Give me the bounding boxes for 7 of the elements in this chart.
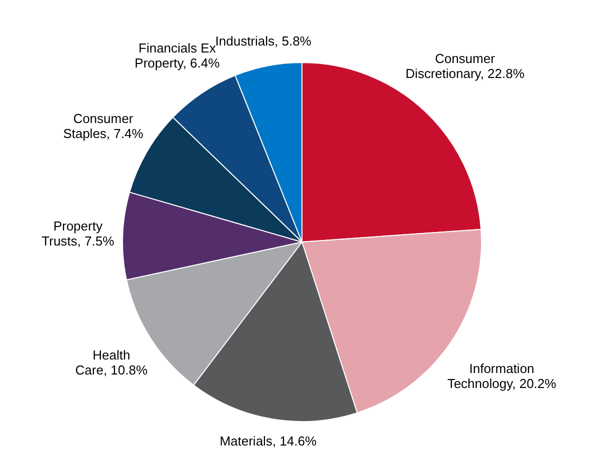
slice-label: Health Care, 10.8% [75, 348, 148, 378]
slice-label: Materials, 14.6% [220, 434, 317, 449]
slice-label: Consumer Discretionary, 22.8% [405, 51, 525, 82]
slice-label: Property Trusts, 7.5% [42, 218, 115, 248]
slice-label: Information Technology, 20.2% [447, 360, 557, 391]
slice-label: Consumer Staples, 7.4% [63, 110, 144, 141]
slice-label: Industrials, 5.8% [215, 33, 312, 48]
